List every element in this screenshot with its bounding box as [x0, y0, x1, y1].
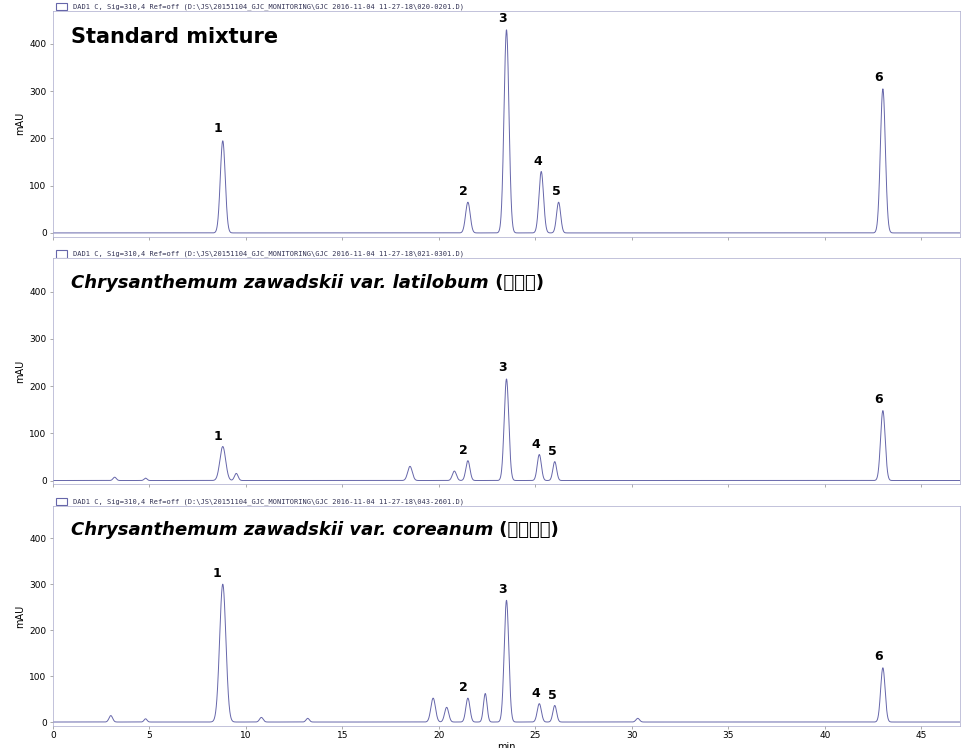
- Text: DAD1 C, Sig=310,4 Ref=off (D:\JS\20151104_GJC_MONITORING\GJC 2016-11-04 11-27-18: DAD1 C, Sig=310,4 Ref=off (D:\JS\2015110…: [73, 498, 463, 505]
- Text: 1: 1: [212, 566, 221, 580]
- Text: 3: 3: [498, 12, 506, 25]
- Text: 4: 4: [530, 438, 539, 451]
- Text: Chrysanthemum zawadskii var. coreanum: Chrysanthemum zawadskii var. coreanum: [71, 521, 493, 539]
- Text: 5: 5: [552, 186, 560, 198]
- Text: 6: 6: [874, 71, 882, 84]
- Text: 6: 6: [874, 650, 882, 663]
- X-axis label: min: min: [497, 742, 515, 748]
- Text: (구절초): (구절초): [488, 275, 543, 292]
- Text: Standard mixture: Standard mixture: [71, 27, 278, 46]
- Y-axis label: mAU: mAU: [15, 360, 25, 383]
- FancyBboxPatch shape: [56, 3, 66, 10]
- FancyBboxPatch shape: [56, 251, 66, 257]
- Text: 1: 1: [213, 122, 222, 135]
- Text: 4: 4: [532, 155, 541, 168]
- Text: 2: 2: [458, 681, 467, 694]
- Text: 2: 2: [458, 186, 467, 198]
- Text: (산구절초): (산구절초): [493, 521, 558, 539]
- Text: 6: 6: [874, 393, 882, 406]
- Text: 4: 4: [530, 687, 539, 700]
- Text: DAD1 C, Sig=310,4 Ref=off (D:\JS\20151104_GJC_MONITORING\GJC 2016-11-04 11-27-18: DAD1 C, Sig=310,4 Ref=off (D:\JS\2015110…: [73, 251, 463, 257]
- Text: 5: 5: [548, 445, 556, 458]
- Y-axis label: mAU: mAU: [15, 112, 25, 135]
- Text: DAD1 C, Sig=310,4 Ref=off (D:\JS\20151104_GJC_MONITORING\GJC 2016-11-04 11-27-18: DAD1 C, Sig=310,4 Ref=off (D:\JS\2015110…: [73, 3, 463, 10]
- Y-axis label: mAU: mAU: [15, 604, 25, 628]
- Text: Chrysanthemum zawadskii var. latilobum: Chrysanthemum zawadskii var. latilobum: [71, 275, 488, 292]
- Text: 3: 3: [498, 583, 506, 595]
- Text: 3: 3: [498, 361, 506, 374]
- Text: 1: 1: [213, 429, 222, 443]
- Text: 2: 2: [458, 444, 467, 457]
- FancyBboxPatch shape: [56, 498, 66, 505]
- Text: 5: 5: [548, 689, 556, 702]
